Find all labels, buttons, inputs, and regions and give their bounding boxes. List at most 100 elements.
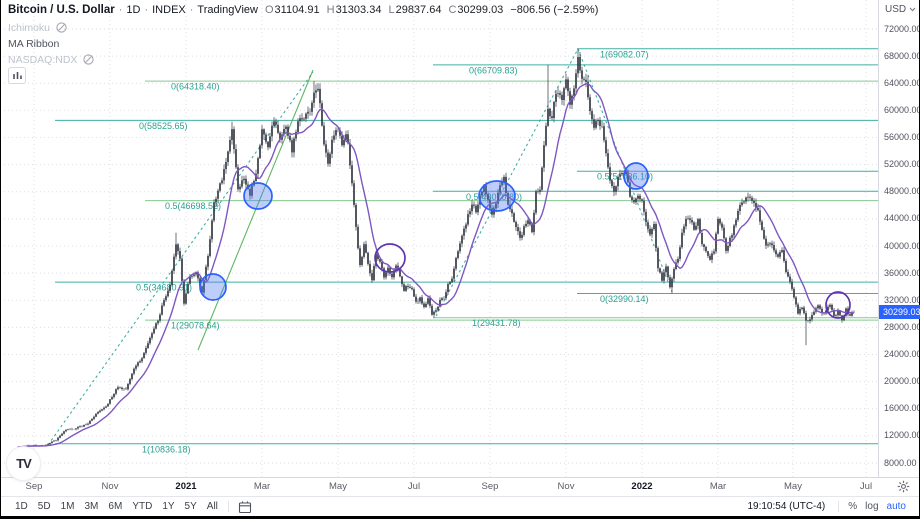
chevron-down-icon: [909, 7, 916, 12]
currency-dropdown[interactable]: USD: [885, 4, 916, 15]
chart-canvas[interactable]: 0(64318.40) 0.5(46698.52) 1(29078.64) 0(585…: [0, 0, 878, 477]
fib-level-label: 1(69082.07): [600, 49, 649, 59]
tv-logo-text: TV: [16, 456, 32, 471]
bottom-toolbar: 1D 5D 1M 3M 6M YTD 1Y 5Y All 19:10:54 (UTC-4) % …: [0, 496, 920, 516]
fib-retracement-lines[interactable]: 0(64318.40) 0.5(46698.52) 1(29078.64) 0(585…: [55, 48, 878, 455]
ellipse-annotation[interactable]: [825, 291, 851, 319]
fib-level-label: 1(29431.78): [472, 318, 521, 328]
fib-level-label: 0(58525.65): [139, 121, 188, 131]
open-value: 31104.91: [274, 4, 320, 16]
go-to-date-button[interactable]: [234, 499, 256, 515]
price-tick-label: 24000.00: [884, 349, 920, 359]
range-button-1y[interactable]: 1Y: [157, 500, 179, 513]
calendar-icon: [238, 500, 251, 513]
trend-line[interactable]: [197, 69, 314, 351]
time-axis-label: May: [784, 481, 802, 492]
time-axis-label: Sep: [481, 481, 499, 492]
low-value: 29837.64: [395, 4, 442, 16]
auto-scale-button[interactable]: auto: [883, 500, 910, 513]
ma-ribbon-line[interactable]: [17, 82, 855, 448]
separator: ·: [144, 4, 149, 16]
time-axis-label: Jul: [859, 481, 873, 492]
range-button-all[interactable]: All: [202, 500, 223, 513]
price-tick-label: 64000.00: [884, 77, 920, 88]
time-axis[interactable]: Sep Nov 2021 Mar May Jul Sep Nov 2022 Mar May Jul: [0, 477, 920, 496]
clock[interactable]: 19:10:54 (UTC-4): [747, 501, 826, 512]
tradingview-logo[interactable]: TV: [7, 447, 40, 480]
ellipse-annotation[interactable]: [478, 180, 516, 212]
fib-level-label: 0(66709.83): [469, 65, 518, 75]
price-tick-label: 56000.00: [884, 132, 920, 142]
close-label: C: [448, 4, 457, 16]
eye-hidden-icon[interactable]: [55, 21, 68, 34]
grid: [0, 0, 878, 477]
toolbar-divider: [227, 501, 229, 512]
range-button-ytd[interactable]: YTD: [127, 500, 157, 513]
fib-level-label: 0.5(46698.52): [165, 201, 221, 211]
provider-label[interactable]: TradingView: [197, 4, 258, 16]
symbol-title[interactable]: Bitcoin / U.S. Dollar: [8, 4, 115, 16]
fib-level-label: 0.5(34680.91): [136, 283, 192, 293]
price-tick-label: 72000.00: [884, 23, 920, 34]
indicator-label[interactable]: Ichimoku: [8, 21, 51, 34]
timeframe-label[interactable]: 1D: [126, 4, 141, 16]
trend-line[interactable]: [47, 71, 314, 446]
range-button-1m[interactable]: 1M: [56, 500, 80, 513]
price-axis[interactable]: USD 72000.00 68000.00 64000.00 60000.00 5600…: [878, 0, 920, 477]
time-axis-label: May: [329, 481, 347, 492]
eye-hidden-icon[interactable]: [82, 53, 95, 66]
price-tick-label: 68000.00: [884, 50, 920, 61]
fib-level-label: 1(10836.18): [142, 444, 191, 454]
range-button-3m[interactable]: 3M: [80, 500, 104, 513]
price-tick-label: 36000.00: [884, 267, 920, 278]
separator: ·: [189, 4, 194, 16]
indicator-legend-nasdaq-ndx[interactable]: NASDAQ:NDX: [8, 53, 95, 66]
price-tick-label: 44000.00: [884, 213, 920, 224]
currency-label: USD: [885, 4, 907, 15]
gear-icon: [897, 480, 910, 493]
range-button-5d[interactable]: 5D: [33, 500, 56, 513]
ellipse-annotation[interactable]: [623, 162, 649, 190]
symbol-header[interactable]: Bitcoin / U.S. Dollar · 1D · INDEX · Tra…: [8, 4, 598, 18]
indicator-label[interactable]: MA Ribbon: [8, 37, 60, 50]
high-label: H: [326, 4, 335, 16]
indicator-legend-ma-ribbon[interactable]: MA Ribbon: [8, 37, 59, 50]
indicator-label[interactable]: NASDAQ:NDX: [8, 53, 78, 66]
time-axis-label: Mar: [253, 481, 271, 492]
trend-line[interactable]: [435, 48, 579, 317]
legend-collapse-button[interactable]: [8, 67, 26, 84]
price-tick-label: 28000.00: [884, 321, 920, 332]
chart-pane: 0(64318.40) 0.5(46698.52) 1(29078.64) 0(585…: [0, 0, 878, 477]
price-tick-label: 48000.00: [884, 186, 920, 197]
range-button-5y[interactable]: 5Y: [180, 500, 202, 513]
percent-scale-button[interactable]: %: [844, 500, 861, 513]
time-axis-label: Mar: [709, 481, 727, 492]
fib-level-label: 0(32990.14): [600, 294, 649, 304]
price-tick-label: 16000.00: [884, 403, 920, 414]
fib-level-label: 0.5(51036.10): [597, 172, 653, 182]
range-button-1d[interactable]: 1D: [10, 500, 33, 513]
time-axis-label: Nov: [101, 481, 119, 492]
date-range-buttons: 1D 5D 1M 3M 6M YTD 1Y 5Y All: [10, 500, 223, 513]
ellipse-annotation[interactable]: [199, 273, 227, 301]
price-tick-label: 8000.00: [884, 457, 917, 468]
time-axis-label: Jul: [407, 481, 421, 492]
time-axis-label: Nov: [557, 481, 575, 492]
candlestick-bodies: [17, 57, 855, 448]
separator: ·: [118, 4, 123, 16]
price-tick-label: 12000.00: [884, 430, 920, 441]
range-button-6m[interactable]: 6M: [103, 500, 127, 513]
open-label: O: [264, 4, 274, 16]
price-tick-label: 40000.00: [884, 240, 920, 251]
settings-gear-button[interactable]: [897, 480, 910, 496]
close-value: 30299.03: [457, 4, 504, 16]
time-axis-label: 2022: [631, 481, 653, 492]
current-price-label: 30299.03: [879, 304, 920, 319]
log-scale-button[interactable]: log: [861, 500, 882, 513]
ellipse-annotation[interactable]: [243, 182, 273, 210]
indicator-legend-ichimoku[interactable]: Ichimoku: [8, 21, 68, 34]
ellipse-annotation[interactable]: [374, 243, 406, 273]
fib-level-label: 0(64318.40): [171, 82, 220, 92]
time-axis-label: 2021: [175, 481, 197, 492]
